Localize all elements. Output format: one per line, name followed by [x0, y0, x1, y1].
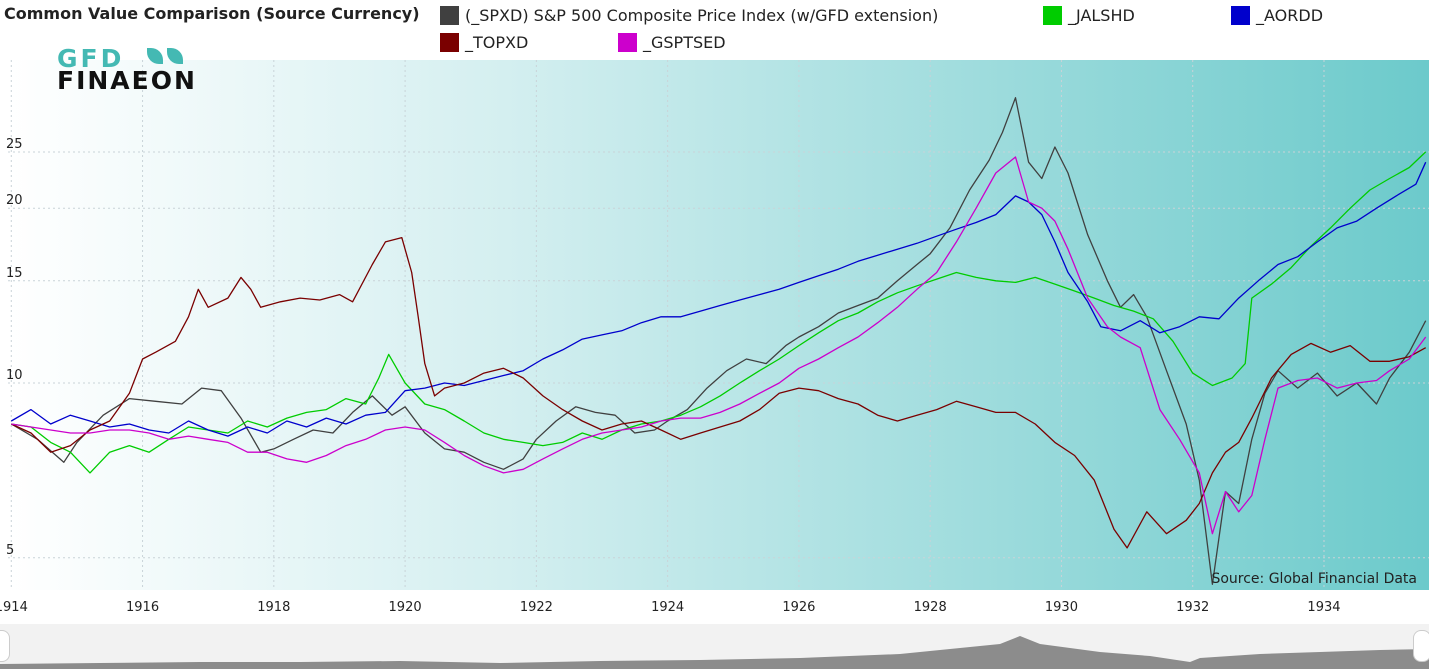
- series-line: [11, 151, 1427, 474]
- x-tick-label: 1918: [257, 600, 290, 615]
- source-note: Source: Global Financial Data: [1211, 571, 1417, 587]
- series-lines: [10, 97, 1427, 585]
- series-line: [11, 156, 1427, 535]
- gfd-finaeon-logo: GFD FINAEON: [57, 46, 237, 96]
- series-line: [10, 97, 1427, 585]
- legend-swatch: [1231, 6, 1250, 25]
- legend-label: _JALSHD: [1068, 6, 1135, 25]
- y-tick-label: 10: [6, 368, 23, 383]
- legend-item-spxd[interactable]: (_SPXD) S&P 500 Composite Price Index (w…: [440, 6, 938, 25]
- navigator-svg: [0, 636, 1429, 669]
- legend-item-topxd[interactable]: _TOPXD: [440, 33, 528, 52]
- series-line: [11, 236, 1427, 549]
- y-tick-label: 20: [6, 193, 23, 208]
- legend-item-jalshd[interactable]: _JALSHD: [1043, 6, 1135, 25]
- logo-bottom-text: FINAEON: [57, 66, 197, 95]
- leaf-icon: [147, 48, 163, 64]
- leaf-icon: [167, 48, 183, 64]
- legend-label: _GSPTSED: [643, 33, 726, 52]
- y-tick-label: 15: [6, 266, 23, 281]
- x-tick-label: 1922: [520, 600, 553, 615]
- legend-swatch: [440, 33, 459, 52]
- x-tick-label: 1934: [1307, 600, 1340, 615]
- legend-label: (_SPXD) S&P 500 Composite Price Index (w…: [465, 6, 939, 25]
- x-tick-label: 1928: [914, 600, 947, 615]
- x-axis: 1914 1916 1918 1920 1922 1924 1926 1928 1930 1932…: [0, 600, 1341, 615]
- x-tick-label: 1926: [782, 600, 815, 615]
- chart-title: Common Value Comparison (Source Currency…: [4, 4, 420, 23]
- x-tick-label: 1930: [1045, 600, 1078, 615]
- legend-label: _AORDD: [1256, 6, 1324, 25]
- legend-swatch: [440, 6, 459, 25]
- navigator-area: [0, 636, 1429, 669]
- x-tick-label: 1924: [651, 600, 684, 615]
- series-line: [10, 161, 1427, 437]
- y-tick-label: 5: [6, 543, 14, 558]
- range-navigator[interactable]: [0, 624, 1429, 669]
- grid: [8, 60, 1429, 590]
- x-tick-label: 1916: [126, 600, 159, 615]
- logo-top-text: GFD: [57, 44, 125, 73]
- legend-swatch: [618, 33, 637, 52]
- x-tick-label: 1914: [0, 600, 28, 615]
- y-axis: 5 10 15 20 25: [6, 137, 23, 558]
- x-tick-label: 1920: [389, 600, 422, 615]
- legend-label: _TOPXD: [465, 33, 529, 52]
- legend-item-gsptsed[interactable]: _GSPTSED: [618, 33, 726, 52]
- plot-background: [8, 60, 1429, 590]
- navigator-right-handle[interactable]: [1413, 630, 1429, 662]
- y-tick-label: 25: [6, 137, 23, 152]
- navigator-left-handle[interactable]: [0, 630, 10, 662]
- x-tick-label: 1932: [1176, 600, 1209, 615]
- legend-swatch: [1043, 6, 1062, 25]
- legend-item-aordd[interactable]: _AORDD: [1231, 6, 1323, 25]
